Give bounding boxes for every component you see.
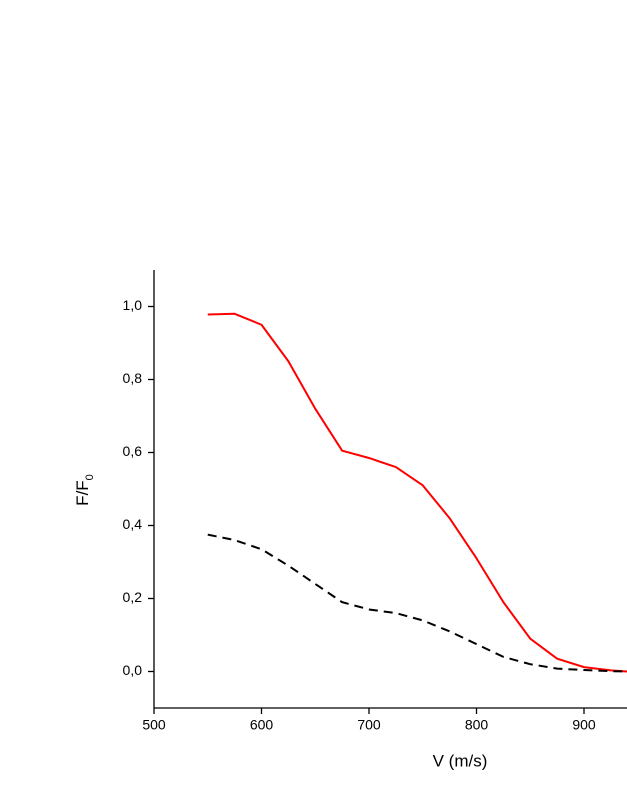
series-line — [207, 533, 627, 673]
x-tick-label: 800 — [465, 717, 489, 733]
x-axis-label: V (m/s) — [433, 751, 488, 770]
series-line — [207, 312, 627, 673]
x-tick-label: 600 — [250, 717, 274, 733]
y-axis-label-sub: 0 — [84, 474, 96, 480]
y-tick-label: 0,8 — [123, 370, 143, 386]
y-axis-label: F/F0 — [73, 474, 95, 506]
y-tick-label: 0,6 — [123, 443, 143, 459]
x-tick-label: 500 — [142, 717, 166, 733]
y-tick-label: 0,4 — [123, 516, 143, 532]
x-tick-label: 700 — [357, 717, 381, 733]
y-tick-label: 0,0 — [123, 662, 143, 678]
x-tick-label: 900 — [572, 717, 596, 733]
y-tick-label: 1,0 — [123, 297, 143, 313]
y-axis-label-main: F/F — [73, 480, 92, 506]
y-tick-label: 0,2 — [123, 589, 143, 605]
